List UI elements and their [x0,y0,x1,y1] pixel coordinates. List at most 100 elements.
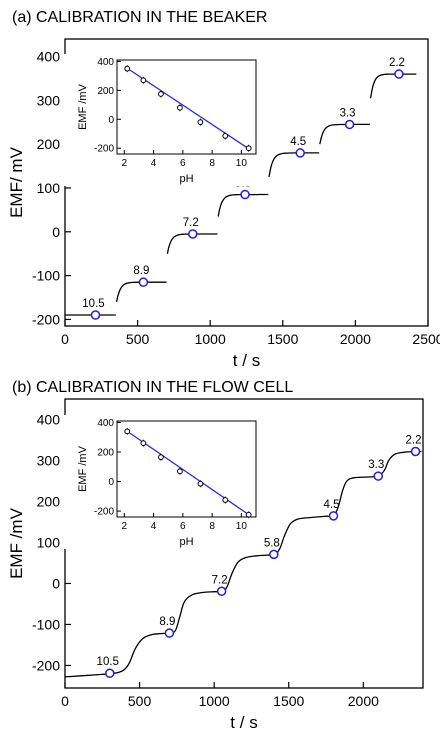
inset-fit-line [125,66,251,151]
inset-x-tick-label: 8 [209,158,215,169]
x-tick-label: 1000 [195,331,226,347]
inset-data-point [177,468,183,475]
panel-title: (b) CALIBRATION IN THE FLOW CELL [12,379,293,396]
inset-y-tick-label: 200 [97,448,114,459]
emf-trace [64,450,422,678]
inset-x-tick-label: 10 [236,158,248,169]
y-tick-label: -100 [32,268,60,284]
inset-plot: 2 4 6 8 10 -200 0 200 400 pH EMF /mV [63,54,264,186]
emf-trace-segment [268,152,320,178]
inset-background [63,415,264,549]
ph-step-label: 8.9 [159,616,175,628]
y-axis-title: EMF /mV [7,507,26,578]
ph-step-label: 2.2 [389,57,405,69]
calibration-marker [295,148,305,158]
inset-data-point [222,133,229,139]
inset-x-tick-label: 2 [122,158,128,169]
x-tick-label: 500 [126,331,150,347]
ph-step-label: 5.8 [264,537,280,549]
ph-step-label: 8.9 [133,265,149,277]
emf-trace-segment [319,123,370,145]
inset-x-tick-label: 6 [180,521,186,532]
emf-trace-segment [369,73,417,99]
ph-step-label: 7.2 [183,217,199,229]
calibration-marker [164,628,175,638]
x-axis-title: t / s [230,713,257,732]
y-tick-label: 300 [37,452,61,468]
inset-y-tick-label: 200 [97,86,114,97]
inset-data-point [124,428,131,435]
inset-x-tick-label: 8 [209,521,215,532]
calibration-marker [269,549,279,560]
y-tick-label: 100 [37,180,61,196]
x-tick-label: 2000 [348,693,379,709]
inset-data-point [157,91,164,97]
inset-frame [116,420,257,518]
inset-data-point [222,497,229,503]
inset-data-point [140,77,147,84]
calibration-marker [90,310,101,320]
y-tick-label: 100 [37,534,61,550]
x-axis-title: t / s [233,351,260,370]
y-axis-title: EMF/ mV [7,146,26,217]
calibration-marker [344,119,355,130]
inset-x-tick-label: 10 [236,521,248,532]
calibration-marker [373,471,383,481]
inset-fit-line [125,429,251,517]
x-tick-label: 0 [61,693,69,709]
panel-title: (a) CALIBRATION IN THE BEAKER [12,9,267,26]
x-tick-label: 500 [128,693,152,709]
inset-x-axis-title: pH [179,536,193,548]
inset-data-point [245,511,252,518]
inset-data-point [177,104,183,111]
calibration-marker [138,277,149,287]
y-tick-label: 400 [37,49,61,65]
calibration-marker [188,229,198,239]
ph-step-label: 3.3 [368,459,384,471]
y-tick-label: 200 [37,136,61,152]
inset-x-axis-title: pH [179,173,193,185]
inset-x-tick-label: 4 [151,521,157,532]
y-tick-label: 0 [52,575,60,591]
x-tick-label: 0 [61,331,69,347]
inset-x-tick-label: 4 [151,158,157,169]
y-tick-label: 300 [37,92,61,108]
ph-step-label: 3.3 [340,107,356,119]
inset-plot: 2 4 6 8 10 -200 0 200 400 pH EMF /mV [63,415,264,549]
calibration-marker [105,668,115,678]
ph-step-label: 2.2 [406,434,422,446]
x-tick-label: 2500 [412,331,440,347]
ph-step-label: 4.5 [290,136,306,148]
inset-data-point [157,454,164,461]
ph-step-label: 7.2 [212,574,228,586]
inset-y-axis-title: EMF /mV [77,445,89,491]
x-tick-label: 1500 [267,331,298,347]
inset-y-tick-label: -200 [94,144,114,155]
inset-data-point [197,119,204,126]
y-tick-label: 0 [52,224,60,240]
inset-y-tick-label: -200 [94,507,114,518]
inset-y-tick-label: 400 [97,418,114,429]
y-tick-label: -200 [32,657,60,673]
y-tick-label: -100 [32,616,60,632]
inset-data-point [140,440,147,447]
x-tick-label: 1000 [199,693,230,709]
y-tick-label: 200 [37,493,61,509]
inset-data-point [124,65,131,72]
inset-background [63,54,264,186]
inset-y-tick-label: 0 [108,477,114,488]
calibration-marker [394,69,404,79]
x-tick-label: 2000 [340,331,371,347]
y-tick-label: -200 [32,311,60,327]
calibration-marker [410,446,421,457]
ph-step-label: 10.5 [97,656,119,668]
inset-frame [116,59,257,155]
calibration-marker [328,511,339,521]
x-tick-label: 1500 [273,693,304,709]
ph-step-label: 10.5 [82,298,104,310]
inset-y-tick-label: 400 [97,57,114,68]
inset-x-tick-label: 6 [180,158,186,169]
